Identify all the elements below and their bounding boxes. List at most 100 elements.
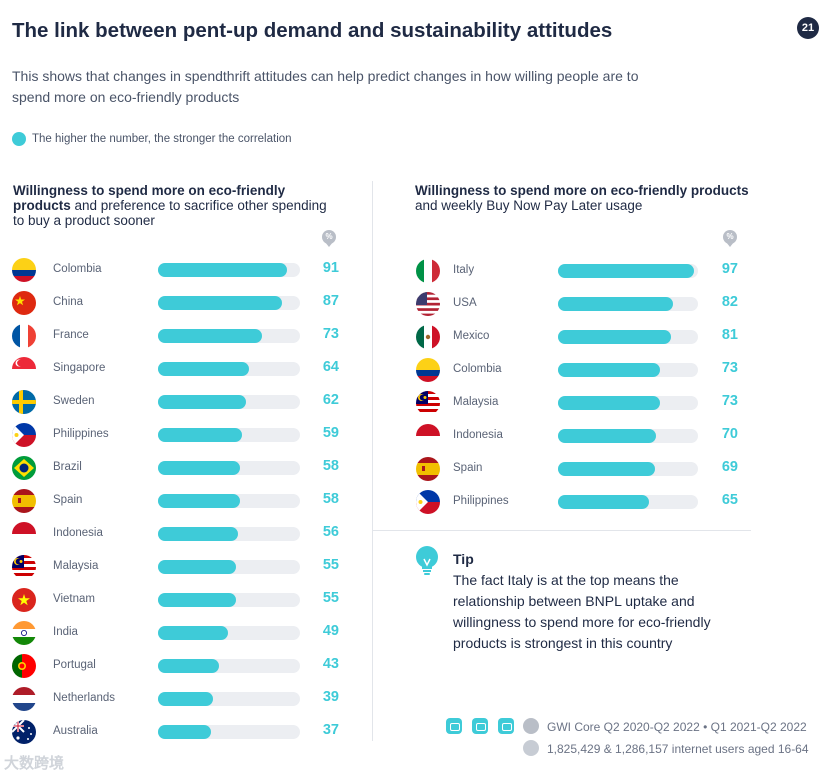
- bar-row: China 87: [12, 291, 342, 315]
- bar: [558, 330, 672, 344]
- bar-category-label: Portugal: [53, 659, 96, 671]
- bar: [158, 560, 237, 574]
- malaysia-flag-icon: [12, 555, 36, 579]
- bar-row: Australia 37: [12, 720, 342, 744]
- bar-track: [158, 362, 300, 376]
- bar-category-label: Colombia: [453, 363, 502, 375]
- bar-track: [158, 659, 300, 673]
- bar-track: [158, 395, 300, 409]
- right-percent-marker: %: [723, 230, 737, 248]
- bar-value-label: 55: [322, 590, 339, 606]
- bar-track: [558, 462, 698, 476]
- bar-category-label: France: [53, 329, 89, 341]
- bar-row: Spain 69: [416, 457, 746, 481]
- bar: [158, 263, 288, 277]
- bar: [158, 461, 241, 475]
- bar-track: [158, 428, 300, 442]
- right-chart-title: Willingness to spend more on eco-friendl…: [415, 183, 755, 213]
- bar: [558, 396, 661, 410]
- bar-value-label: 73: [721, 360, 738, 376]
- bar-row: USA 82: [416, 292, 746, 316]
- bar-track: [558, 429, 698, 443]
- platform-icon: [498, 718, 514, 734]
- bar-track: [158, 329, 300, 343]
- bar-track: [158, 593, 300, 607]
- bar: [158, 395, 247, 409]
- bar-value-label: 65: [721, 492, 738, 508]
- bar-category-label: Malaysia: [53, 560, 99, 572]
- bar: [158, 692, 214, 706]
- source-text: GWI Core Q2 2020-Q2 2022 • Q1 2021-Q2 20…: [547, 720, 807, 734]
- philippines-flag-icon: [12, 423, 36, 447]
- italy-flag-icon: [416, 259, 440, 283]
- bar-value-label: 73: [322, 326, 339, 342]
- china-flag-icon: [12, 291, 36, 315]
- bar-category-label: Colombia: [53, 263, 102, 275]
- vertical-divider: [372, 181, 373, 741]
- bar-category-label: Netherlands: [53, 692, 116, 704]
- bar-category-label: Spain: [453, 462, 483, 474]
- bar-value-label: 56: [322, 524, 339, 540]
- page-subtitle: This shows that changes in spendthrift a…: [12, 68, 639, 105]
- bar-row: Colombia 91: [12, 258, 342, 282]
- bar-value-label: 55: [322, 557, 339, 573]
- bar-category-label: Australia: [53, 725, 98, 737]
- usa-flag-icon: [416, 292, 440, 316]
- bar-row: Portugal 43: [12, 654, 342, 678]
- bar-track: [558, 363, 698, 377]
- bar-row: Mexico 81: [416, 325, 746, 349]
- audience-people-icon: [523, 740, 539, 756]
- bar-track: [158, 494, 300, 508]
- bar-row: Philippines 59: [12, 423, 342, 447]
- bar-track: [158, 560, 300, 574]
- indonesia-flag-icon: [12, 522, 36, 546]
- bar-category-label: Singapore: [53, 362, 106, 374]
- bar: [158, 725, 211, 739]
- bar: [158, 329, 262, 343]
- bar-category-label: Italy: [453, 264, 475, 276]
- netherlands-flag-icon: [12, 687, 36, 711]
- percent-icon: %: [723, 230, 737, 244]
- legend: The higher the number, the stronger the …: [12, 131, 292, 147]
- left-chart-title-rest: and preference to sacrifice other spendi…: [13, 198, 327, 228]
- lightbulb-icon: [416, 546, 438, 575]
- source-platform-icons: [446, 718, 524, 734]
- platform-icon: [472, 718, 488, 734]
- tip-title: Tip: [453, 551, 474, 567]
- singapore-flag-icon: [12, 357, 36, 381]
- bar-track: [558, 396, 698, 410]
- bar-value-label: 81: [721, 327, 738, 343]
- bar: [558, 495, 649, 509]
- bar-row: India 49: [12, 621, 342, 645]
- bar-value-label: 87: [322, 293, 339, 309]
- indonesia-flag-icon: [416, 424, 440, 448]
- bar: [558, 429, 656, 443]
- horizontal-divider: [373, 530, 751, 531]
- bar-category-label: Vietnam: [53, 593, 95, 605]
- mexico-flag-icon: [416, 325, 440, 349]
- france-flag-icon: [12, 324, 36, 348]
- bar-category-label: India: [53, 626, 78, 638]
- watermark-logo: 大数跨境: [4, 755, 65, 772]
- tip-text: The fact Italy is at the top means the r…: [453, 572, 711, 651]
- bar-track: [558, 297, 698, 311]
- bar-track: [558, 330, 698, 344]
- bar-value-label: 69: [721, 459, 738, 475]
- bar: [158, 659, 220, 673]
- portugal-flag-icon: [12, 654, 36, 678]
- philippines-flag-icon: [416, 490, 440, 514]
- bar-track: [158, 263, 300, 277]
- source-gear-icon: [523, 718, 539, 734]
- bar-row: Spain 58: [12, 489, 342, 513]
- bar-track: [558, 264, 698, 278]
- percent-icon: %: [322, 230, 336, 244]
- bar-value-label: 39: [322, 689, 339, 705]
- bar-track: [558, 495, 698, 509]
- bar: [158, 494, 241, 508]
- bar: [158, 296, 282, 310]
- bar-value-label: 37: [322, 722, 339, 738]
- left-chart-title: Willingness to spend more on eco-friendl…: [13, 183, 333, 228]
- left-percent-marker: %: [322, 230, 336, 248]
- bar-category-label: Philippines: [453, 495, 509, 507]
- colombia-flag-icon: [416, 358, 440, 382]
